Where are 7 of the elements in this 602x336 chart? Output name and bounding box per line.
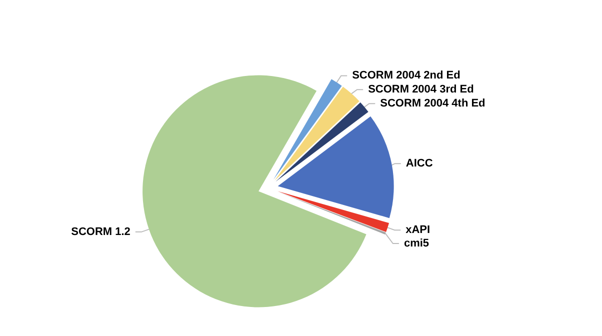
slice-label: SCORM 2004 3rd Ed — [368, 84, 474, 96]
slice-label: cmi5 — [404, 238, 430, 250]
slice-label: xAPI — [406, 224, 430, 236]
slice-label: SCORM 1.2 — [71, 226, 130, 238]
slice-label: AICC — [406, 158, 433, 170]
slice-label: SCORM 2004 2nd Ed — [352, 70, 460, 82]
slice-label: SCORM 2004 4th Ed — [380, 98, 486, 110]
